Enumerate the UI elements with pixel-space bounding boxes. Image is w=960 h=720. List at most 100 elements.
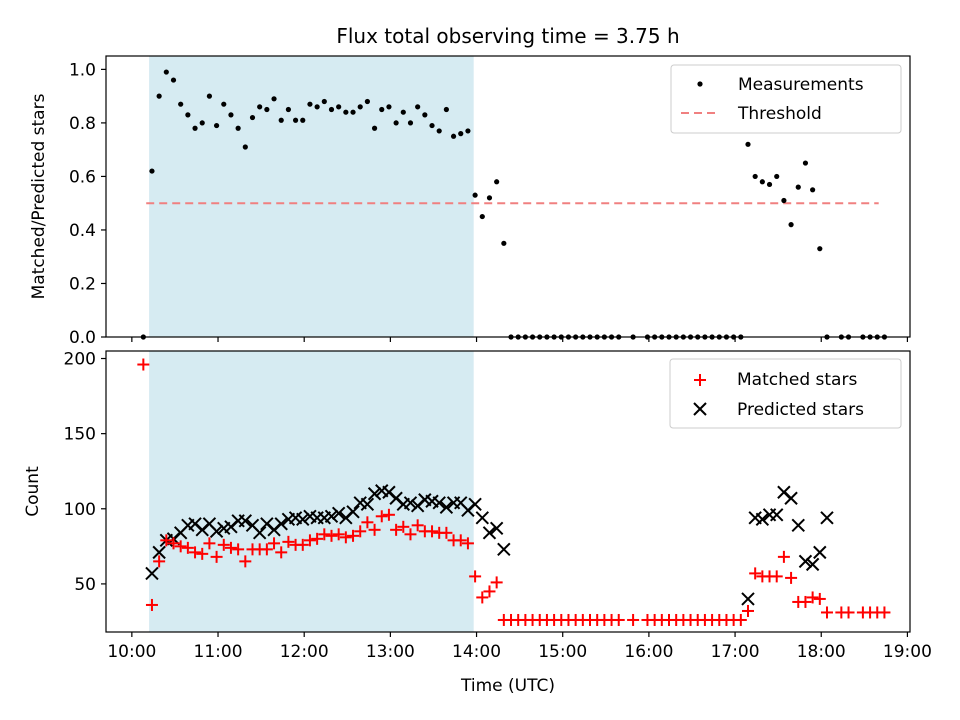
legend-label-measurements: Measurements: [738, 75, 864, 95]
measurement-point: [752, 173, 758, 180]
measurement-point: [192, 125, 198, 131]
matched-point: [397, 520, 410, 533]
predicted-point: [497, 542, 511, 557]
matched-point: [627, 613, 640, 626]
measurement-point: [450, 133, 457, 139]
predicted-point: [346, 505, 360, 519]
x-tick-label: 13:00: [366, 642, 415, 662]
count-x-ticks: 10:00 11:00 12:00 13:00 14:00 15:00 16:00 17:00…: [107, 632, 932, 662]
ratio-y-label: Matched/Predicted stars: [29, 93, 49, 299]
ratio-legend-box: [670, 64, 902, 134]
ratio-x-ticks: [131, 337, 909, 342]
matched-point: [799, 595, 812, 608]
measurement-point: [242, 144, 248, 150]
matched-point: [167, 537, 180, 550]
matched-point: [361, 516, 374, 529]
matched-point: [375, 510, 388, 523]
matched-point: [260, 543, 273, 556]
matched-point: [382, 508, 395, 521]
measurement-point: [336, 104, 342, 110]
count-y-tick-label: 150: [64, 425, 96, 445]
predicted-point: [813, 545, 827, 560]
matched-point: [275, 546, 288, 559]
measurement-point: [178, 101, 184, 107]
matched-point: [354, 525, 367, 538]
predicted-point: [805, 557, 820, 572]
measurement-point: [206, 93, 213, 99]
measurement-point: [400, 109, 406, 115]
matched-legend-marker: [694, 374, 706, 386]
matched-point: [749, 567, 762, 580]
measurement-point: [745, 141, 751, 147]
measurement-point: [285, 106, 292, 113]
predicted-point: [755, 512, 770, 527]
matched-point: [303, 534, 316, 547]
ratio-y-tick-label: 0.0: [69, 328, 96, 348]
predicted-point: [145, 566, 159, 581]
ratio-y-ticks: 0.0 0.2 0.4 0.6 0.8 1.0: [69, 60, 106, 348]
matched-point: [469, 570, 482, 583]
count-legend-box: [669, 358, 902, 429]
legend-label-threshold: Threshold: [737, 104, 822, 124]
matched-point: [210, 550, 223, 563]
matched-point: [813, 592, 826, 605]
count-y-label: Count: [23, 466, 43, 517]
predicted-point: [791, 518, 805, 533]
predicted-point: [274, 517, 288, 531]
predicted-point: [324, 509, 339, 524]
matched-point: [476, 591, 489, 604]
x-tick-label: 14:00: [452, 642, 501, 662]
measurement-point: [350, 109, 356, 115]
matched-point: [160, 534, 173, 547]
legend-label-matched: Matched stars: [737, 370, 857, 390]
matched-point: [153, 555, 166, 568]
measurement-point: [343, 109, 349, 115]
predicted-point: [331, 506, 346, 520]
measurement-point: [472, 192, 478, 198]
measurement-point: [314, 104, 320, 110]
count-y-tick-label: 200: [64, 350, 96, 370]
predicted-point: [152, 545, 166, 560]
matched-point: [325, 529, 338, 542]
measurement-point: [436, 128, 442, 134]
predicted-point: [209, 524, 224, 539]
measurement-point: [429, 122, 435, 129]
matched-point: [404, 528, 417, 541]
matched-point: [820, 606, 833, 619]
measurement-point: [393, 120, 399, 126]
matched-point: [318, 528, 331, 541]
matched-point: [239, 555, 252, 568]
x-axis-label: Time (UTC): [460, 676, 555, 696]
measurement-point: [163, 69, 169, 75]
measurement-point: [321, 98, 327, 105]
matched-point: [189, 546, 202, 559]
measurement-point: [307, 101, 313, 107]
measurement-point: [810, 187, 816, 193]
predicted-star-points: [145, 484, 834, 606]
count-shaded-span: [149, 351, 474, 632]
matched-point: [145, 598, 158, 611]
ratio-panel: 0.0 0.2 0.4 0.6 0.8 1.0 Matched/Predicted sta…: [29, 55, 911, 348]
measurement-point: [494, 179, 500, 185]
x-tick-label: 19:00: [883, 642, 932, 662]
measurement-point: [802, 160, 809, 166]
predicted-point: [360, 497, 375, 511]
matched-point: [461, 537, 474, 550]
matched-point: [282, 535, 295, 548]
matched-point: [339, 531, 352, 544]
measurement-point: [328, 106, 335, 113]
measurement-point: [458, 131, 464, 137]
predicted-point: [770, 508, 784, 522]
x-tick-label: 15:00: [538, 642, 587, 662]
measurement-point: [278, 117, 284, 123]
measurement-point: [357, 104, 363, 110]
ratio-y-tick-label: 0.4: [69, 221, 96, 241]
matched-point: [426, 525, 439, 538]
ratio-y-tick-label: 1.0: [69, 60, 96, 80]
measurement-point: [364, 98, 370, 105]
matched-point: [741, 604, 754, 617]
ratio-y-tick-label: 0.6: [69, 167, 96, 187]
measurement-point: [156, 93, 162, 99]
measurement-point: [781, 197, 787, 204]
